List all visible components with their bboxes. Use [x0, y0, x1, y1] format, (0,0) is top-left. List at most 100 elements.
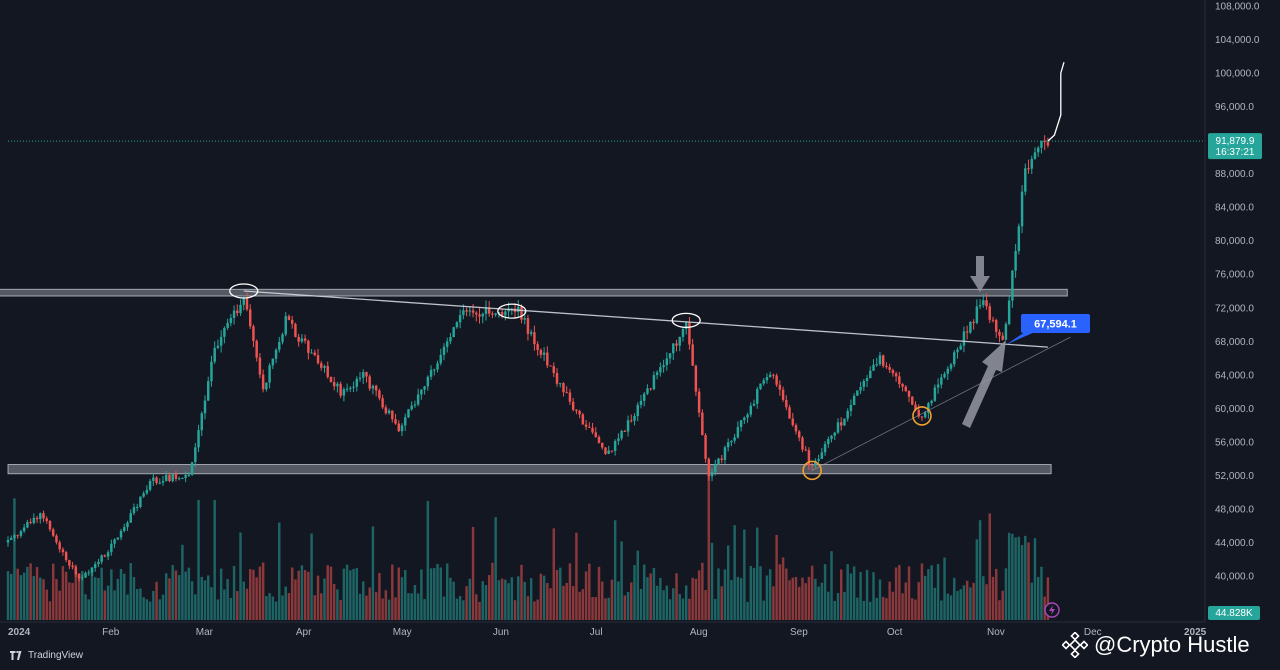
volume-bar — [135, 589, 139, 620]
candle-body — [636, 404, 639, 417]
volume-bar — [268, 593, 271, 620]
candle-body — [972, 321, 975, 323]
volume-bar — [1017, 536, 1021, 620]
volume-bar — [497, 580, 501, 620]
volume-bar — [1033, 538, 1037, 620]
candle-body — [316, 355, 320, 364]
volume-bar — [13, 498, 16, 620]
candle-body — [345, 388, 349, 390]
volume-bar — [607, 597, 610, 620]
volume-bar — [155, 581, 158, 620]
candle-body — [349, 387, 352, 389]
time-tick-label: Jun — [493, 627, 509, 638]
volume-bar — [187, 567, 191, 620]
candle-body — [10, 538, 13, 540]
time-axis[interactable]: 2024 Feb Mar Apr May Jun Jul Aug Sep Oct Nov Dec 202… — [8, 627, 1207, 638]
price-tick-label: 104,000.0 — [1215, 35, 1260, 46]
volume-bar — [940, 600, 943, 620]
volume-bar — [775, 534, 778, 620]
volume-bar — [229, 597, 233, 620]
candle-body — [42, 513, 45, 519]
volume-bar — [946, 593, 950, 620]
candle-body — [998, 331, 1001, 336]
candle-body — [1040, 140, 1043, 148]
candle-body — [87, 572, 90, 574]
candle-body — [458, 315, 462, 323]
candle-body — [907, 391, 911, 397]
candle-body — [74, 567, 78, 575]
volume-bar — [778, 564, 782, 620]
volume-bar — [565, 582, 568, 620]
volume-bar — [801, 577, 804, 620]
volume-bar — [119, 568, 123, 620]
candle-body — [339, 383, 342, 396]
volume-bar — [533, 601, 536, 620]
volume-bar — [652, 567, 656, 620]
volume-bar — [891, 591, 895, 620]
candle-body — [894, 373, 898, 377]
volume-bar — [626, 591, 630, 620]
candle-body — [248, 309, 252, 327]
volume-bar — [759, 566, 762, 620]
resistance-zone — [0, 288, 1068, 297]
volume-bar — [297, 570, 300, 620]
volume-bar — [914, 599, 917, 620]
candle-body — [152, 477, 155, 481]
volume-bar — [200, 576, 203, 620]
volume-bar — [513, 600, 517, 620]
volume-bar — [29, 563, 32, 620]
down-arrow-annotation — [970, 256, 990, 292]
candle-body — [578, 410, 581, 415]
volume-bar — [294, 579, 297, 620]
volume-bars — [6, 470, 1050, 620]
volume-bar — [281, 595, 284, 620]
tradingview-brand[interactable]: TradingView — [10, 650, 83, 661]
price-axis[interactable]: 108,000.0104,000.0100,000.096,000.092,00… — [1215, 2, 1260, 583]
candle-body — [229, 318, 233, 323]
bottom-marker-1 — [802, 460, 822, 481]
volume-bar — [332, 584, 336, 620]
candle-body — [371, 385, 375, 389]
candle-body — [123, 527, 126, 531]
volume-bar — [171, 565, 174, 620]
candle-body — [436, 363, 439, 370]
candle-body — [743, 417, 746, 421]
candle-body — [106, 552, 110, 557]
volume-bar — [168, 578, 171, 620]
volume-bar — [142, 597, 145, 620]
volume-bar — [310, 533, 313, 620]
volume-bar — [1036, 576, 1040, 620]
candle-body — [975, 306, 979, 323]
top-marker-1 — [229, 283, 259, 299]
volume-bar — [552, 528, 556, 620]
volume-bar — [326, 565, 329, 620]
candle-body — [962, 331, 966, 346]
candle-body — [290, 319, 294, 324]
candle-body — [668, 353, 672, 359]
time-tick-label: Mar — [196, 627, 214, 638]
candle-body — [584, 424, 588, 427]
volume-bar — [833, 600, 836, 620]
candle-body — [801, 437, 804, 450]
time-tick-label: Sep — [790, 627, 808, 638]
volume-bar — [743, 529, 746, 620]
candle-body — [936, 384, 940, 388]
candle-body — [956, 349, 959, 353]
candle-body — [820, 452, 824, 459]
volume-bar — [452, 581, 455, 620]
price-tick-label: 72,000.0 — [1215, 303, 1254, 314]
time-tick-label: May — [393, 627, 412, 638]
candle-body — [61, 549, 65, 553]
volume-bar — [881, 596, 885, 620]
candle-body — [546, 352, 549, 366]
volume-bar — [823, 564, 827, 620]
callout-pointer — [1005, 332, 1035, 345]
candle-body — [704, 435, 707, 459]
volume-bar — [329, 566, 333, 620]
volume-bar — [691, 577, 694, 620]
volume-bar — [623, 595, 627, 620]
volume-bar — [426, 501, 430, 620]
volume-bar — [962, 585, 966, 620]
candle-body — [762, 380, 765, 384]
